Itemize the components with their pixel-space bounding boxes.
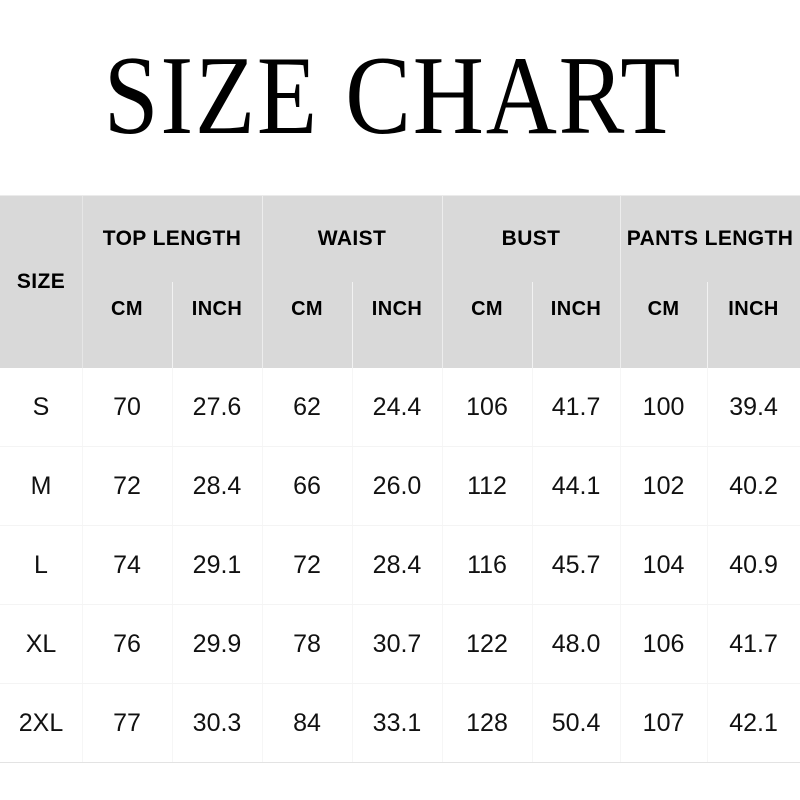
header-unit-pants-length-cm: CM [620, 282, 708, 368]
cell-bust-cm: 128 [442, 683, 533, 763]
cell-bust-inch: 45.7 [532, 525, 621, 605]
table-row: M 72 28.4 66 26.0 112 44.1 102 40.2 [0, 446, 800, 526]
cell-size: L [0, 525, 82, 605]
cell-top-length-inch: 28.4 [172, 446, 263, 526]
header-unit-top-length-inch: INCH [172, 282, 263, 368]
header-group-top-length: TOP LENGTH [82, 196, 263, 282]
header-unit-bust-inch: INCH [532, 282, 621, 368]
table-row: XL 76 29.9 78 30.7 122 48.0 106 41.7 [0, 604, 800, 684]
cell-bust-cm: 112 [442, 446, 533, 526]
cell-pants-length-inch: 41.7 [707, 604, 800, 684]
cell-pants-length-cm: 104 [620, 525, 708, 605]
cell-bust-cm: 116 [442, 525, 533, 605]
cell-pants-length-cm: 100 [620, 368, 708, 447]
cell-waist-inch: 28.4 [352, 525, 443, 605]
header-group-pants-length: PANTS LENGTH [620, 196, 800, 282]
header-group-bust: BUST [442, 196, 621, 282]
cell-top-length-cm: 74 [82, 525, 172, 605]
cell-top-length-cm: 70 [82, 368, 172, 447]
table-top-rule [0, 195, 800, 196]
cell-pants-length-cm: 106 [620, 604, 708, 684]
header-unit-waist-cm: CM [262, 282, 353, 368]
header-unit-waist-inch: INCH [352, 282, 443, 368]
table-body: S 70 27.6 62 24.4 106 41.7 100 39.4 M 72… [0, 368, 800, 763]
header-group-waist: WAIST [262, 196, 443, 282]
cell-waist-cm: 62 [262, 368, 353, 447]
header-group-row: SIZE TOP LENGTH WAIST BUST PANTS LENGTH [0, 196, 800, 368]
table-row: 2XL 77 30.3 84 33.1 128 50.4 107 42.1 [0, 683, 800, 763]
cell-pants-length-cm: 107 [620, 683, 708, 763]
table-header: SIZE TOP LENGTH WAIST BUST PANTS LENGTH … [0, 196, 800, 368]
cell-top-length-inch: 27.6 [172, 368, 263, 447]
cell-size: 2XL [0, 683, 82, 763]
cell-pants-length-inch: 40.2 [707, 446, 800, 526]
header-unit-top-length-cm: CM [82, 282, 172, 368]
cell-top-length-cm: 72 [82, 446, 172, 526]
cell-bust-inch: 44.1 [532, 446, 621, 526]
size-chart-table: SIZE TOP LENGTH WAIST BUST PANTS LENGTH … [0, 196, 800, 763]
cell-waist-inch: 24.4 [352, 368, 443, 447]
cell-waist-inch: 26.0 [352, 446, 443, 526]
cell-pants-length-inch: 39.4 [707, 368, 800, 447]
cell-waist-inch: 30.7 [352, 604, 443, 684]
cell-top-length-cm: 76 [82, 604, 172, 684]
header-unit-pants-length-inch: INCH [707, 282, 800, 368]
cell-size: M [0, 446, 82, 526]
cell-top-length-inch: 29.1 [172, 525, 263, 605]
cell-top-length-inch: 29.9 [172, 604, 263, 684]
cell-waist-cm: 78 [262, 604, 353, 684]
cell-size: S [0, 368, 82, 447]
cell-pants-length-cm: 102 [620, 446, 708, 526]
cell-size: XL [0, 604, 82, 684]
header-unit-bust-cm: CM [442, 282, 533, 368]
cell-bust-cm: 106 [442, 368, 533, 447]
cell-top-length-cm: 77 [82, 683, 172, 763]
header-unit-row: CM INCH CM INCH CM INCH CM INCH [0, 282, 800, 368]
cell-bust-inch: 50.4 [532, 683, 621, 763]
page-title: SIZE CHART [103, 34, 683, 158]
table-row: L 74 29.1 72 28.4 116 45.7 104 40.9 [0, 525, 800, 605]
cell-pants-length-inch: 42.1 [707, 683, 800, 763]
cell-waist-cm: 72 [262, 525, 353, 605]
cell-bust-inch: 48.0 [532, 604, 621, 684]
cell-top-length-inch: 30.3 [172, 683, 263, 763]
cell-waist-inch: 33.1 [352, 683, 443, 763]
header-size: SIZE [0, 196, 82, 368]
table-row: S 70 27.6 62 24.4 106 41.7 100 39.4 [0, 368, 800, 447]
cell-waist-cm: 84 [262, 683, 353, 763]
cell-pants-length-inch: 40.9 [707, 525, 800, 605]
cell-bust-inch: 41.7 [532, 368, 621, 447]
cell-bust-cm: 122 [442, 604, 533, 684]
cell-waist-cm: 66 [262, 446, 353, 526]
